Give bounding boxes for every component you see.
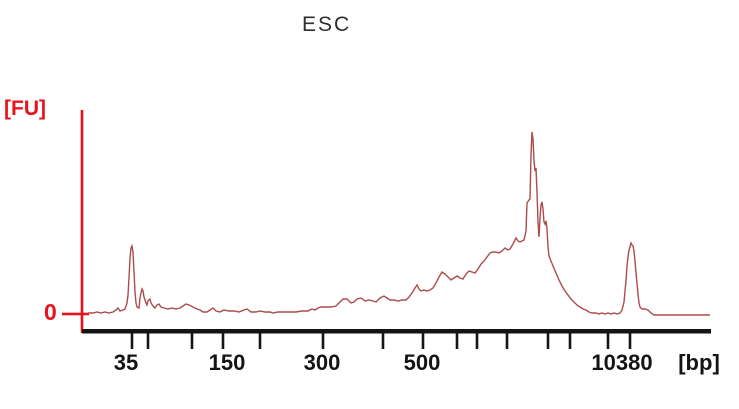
x-tick-label: 150 xyxy=(208,350,246,375)
x-tick-label: 300 xyxy=(303,350,341,375)
y-axis-line xyxy=(80,110,84,333)
x-tick-label: 35 xyxy=(113,350,139,375)
x-axis-tick xyxy=(568,333,572,349)
x-tick-label: 10380 xyxy=(591,350,653,375)
fluorescence-trace xyxy=(88,131,710,316)
x-axis-tick xyxy=(505,333,509,349)
y-axis-unit-label: [FU] xyxy=(4,97,46,120)
x-axis-tick xyxy=(381,333,385,349)
x-axis-tick xyxy=(606,333,610,349)
x-axis-tick xyxy=(258,333,262,349)
x-tick-label: [bp] xyxy=(678,350,720,375)
x-tick-label: 500 xyxy=(403,350,441,375)
x-axis-line xyxy=(82,329,711,334)
chart-title: ESC xyxy=(302,13,352,36)
x-axis-tick xyxy=(546,333,550,349)
x-axis-tick xyxy=(475,333,479,349)
y-axis-zero-label: 0 xyxy=(44,299,57,325)
x-axis-tick xyxy=(130,333,134,349)
x-axis-tick xyxy=(190,333,194,349)
x-axis-tick xyxy=(455,333,459,349)
y-axis-zero-tick xyxy=(62,312,89,316)
x-axis-tick xyxy=(628,333,632,349)
x-axis-tick xyxy=(221,333,225,349)
x-axis-tick xyxy=(146,333,150,349)
x-axis-tick xyxy=(321,333,325,349)
x-axis-tick xyxy=(421,333,425,349)
